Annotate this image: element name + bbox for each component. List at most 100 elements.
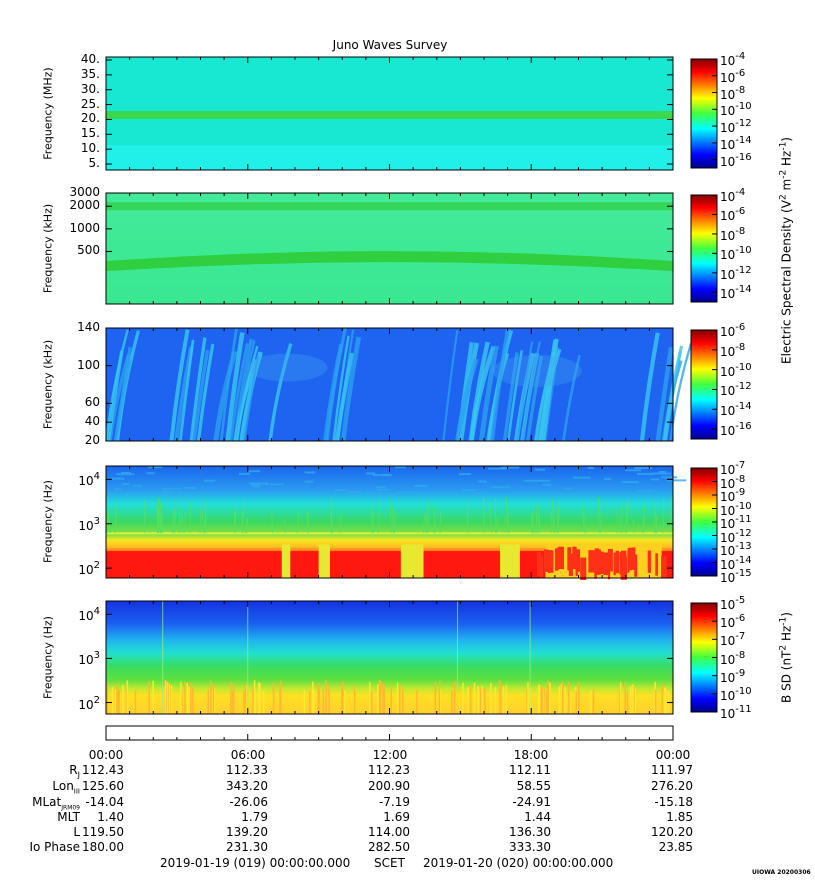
texture [581, 506, 585, 534]
emission-arc [213, 350, 238, 442]
texture [505, 497, 509, 534]
emission-arc [502, 352, 519, 442]
ephemeris-value: 343.20 [226, 779, 268, 793]
texture [607, 549, 613, 572]
colorbar-tick-label: 10-12 [720, 527, 752, 545]
texture [658, 470, 667, 473]
ephemeris-value: 1.85 [666, 810, 693, 824]
colorbar-tick-label: 10-8 [720, 341, 746, 359]
ephemeris-value: 119.50 [82, 825, 124, 839]
texture [121, 483, 130, 486]
ephemeris-value: 23.85 [658, 840, 693, 854]
colorbar-tick-label: 10-14 [720, 554, 752, 572]
texture [146, 472, 155, 475]
footer-end: 2019-01-20 (020) 00:00:00.000 [423, 856, 614, 870]
colorbar-tick-label: 10-11 [720, 514, 752, 531]
emission-arc [639, 332, 660, 442]
texture [621, 481, 639, 484]
texture [245, 518, 248, 534]
texture [604, 478, 612, 481]
texture [542, 483, 552, 486]
texture [427, 500, 430, 534]
emission-arc [189, 337, 207, 442]
texture [132, 484, 142, 487]
ephemeris-value: -15.18 [654, 795, 693, 809]
texture [642, 504, 646, 534]
texture [662, 498, 665, 534]
band-gap [318, 544, 330, 578]
texture [537, 503, 540, 534]
band-gap [500, 544, 520, 578]
colorbar-p3 [690, 329, 718, 440]
texture [252, 485, 261, 488]
texture [544, 549, 549, 572]
texture [568, 553, 573, 576]
y-tick-label: 1000 [69, 220, 100, 235]
texture [114, 488, 121, 491]
texture [466, 501, 469, 534]
texture [397, 491, 417, 494]
texture [425, 516, 428, 534]
ephemeris-row-label: RJ [69, 763, 80, 780]
texture [483, 497, 485, 534]
texture [148, 466, 163, 469]
texture [563, 487, 573, 490]
ephemeris-value: 1.44 [524, 810, 551, 824]
texture [631, 547, 636, 570]
texture [178, 508, 181, 534]
texture [594, 549, 601, 572]
texture [241, 500, 245, 534]
ephemeris-value: 112.43 [82, 763, 124, 777]
texture [174, 501, 177, 534]
texture [161, 503, 163, 534]
colorbar-tick-label: 10-15 [720, 568, 752, 585]
y-axis-label: Frequency (Hz) [41, 615, 55, 699]
ephemeris-value: -7.19 [378, 795, 410, 809]
y-tick-label: 3000 [69, 185, 100, 199]
texture [172, 506, 175, 534]
emission-arc [334, 352, 355, 442]
texture [164, 491, 183, 494]
texture [588, 550, 595, 573]
spectrogram-p2 [106, 193, 673, 304]
ephemeris-value: 111.97 [651, 763, 693, 777]
texture [423, 515, 425, 534]
emission-arc [196, 343, 215, 442]
emission-arc [235, 345, 259, 442]
colorbar-tick-label: 10-13 [720, 541, 752, 558]
panel-p1 [105, 56, 718, 171]
colorbar-tick-label: 10-10 [720, 685, 752, 703]
texture [598, 551, 604, 575]
texture [120, 471, 131, 474]
texture [185, 487, 197, 490]
x-tick-label: 12:00 [372, 748, 408, 762]
colorbar-tick-label: 10-10 [720, 361, 752, 379]
emission-arc [192, 349, 210, 442]
texture [179, 514, 183, 534]
ephemeris-value: -24.91 [512, 795, 551, 809]
emission-arc [516, 341, 534, 442]
emission-arc [442, 330, 459, 442]
emission-arc [521, 341, 541, 442]
texture [655, 553, 658, 576]
ephemeris-value: 1.69 [383, 810, 410, 824]
y-tick-label: 104 [78, 471, 100, 489]
ephemeris-row-label: LonIII [52, 779, 80, 796]
texture [572, 476, 590, 479]
texture [634, 466, 652, 469]
texture [375, 486, 386, 489]
texture [488, 467, 507, 470]
texture [615, 550, 620, 574]
texture [557, 500, 561, 534]
ephemeris-value: 136.30 [509, 825, 551, 839]
texture [462, 489, 477, 492]
texture [642, 517, 645, 534]
texture [652, 472, 671, 475]
texture [163, 490, 173, 493]
emission-arc [268, 342, 293, 442]
colorbar-tick-label: 10-6 [720, 613, 746, 631]
emission-arc [469, 345, 496, 442]
y-tick-label: 102 [78, 560, 100, 578]
texture [478, 480, 487, 483]
colorbar-tick-label: 10-12 [720, 118, 752, 136]
